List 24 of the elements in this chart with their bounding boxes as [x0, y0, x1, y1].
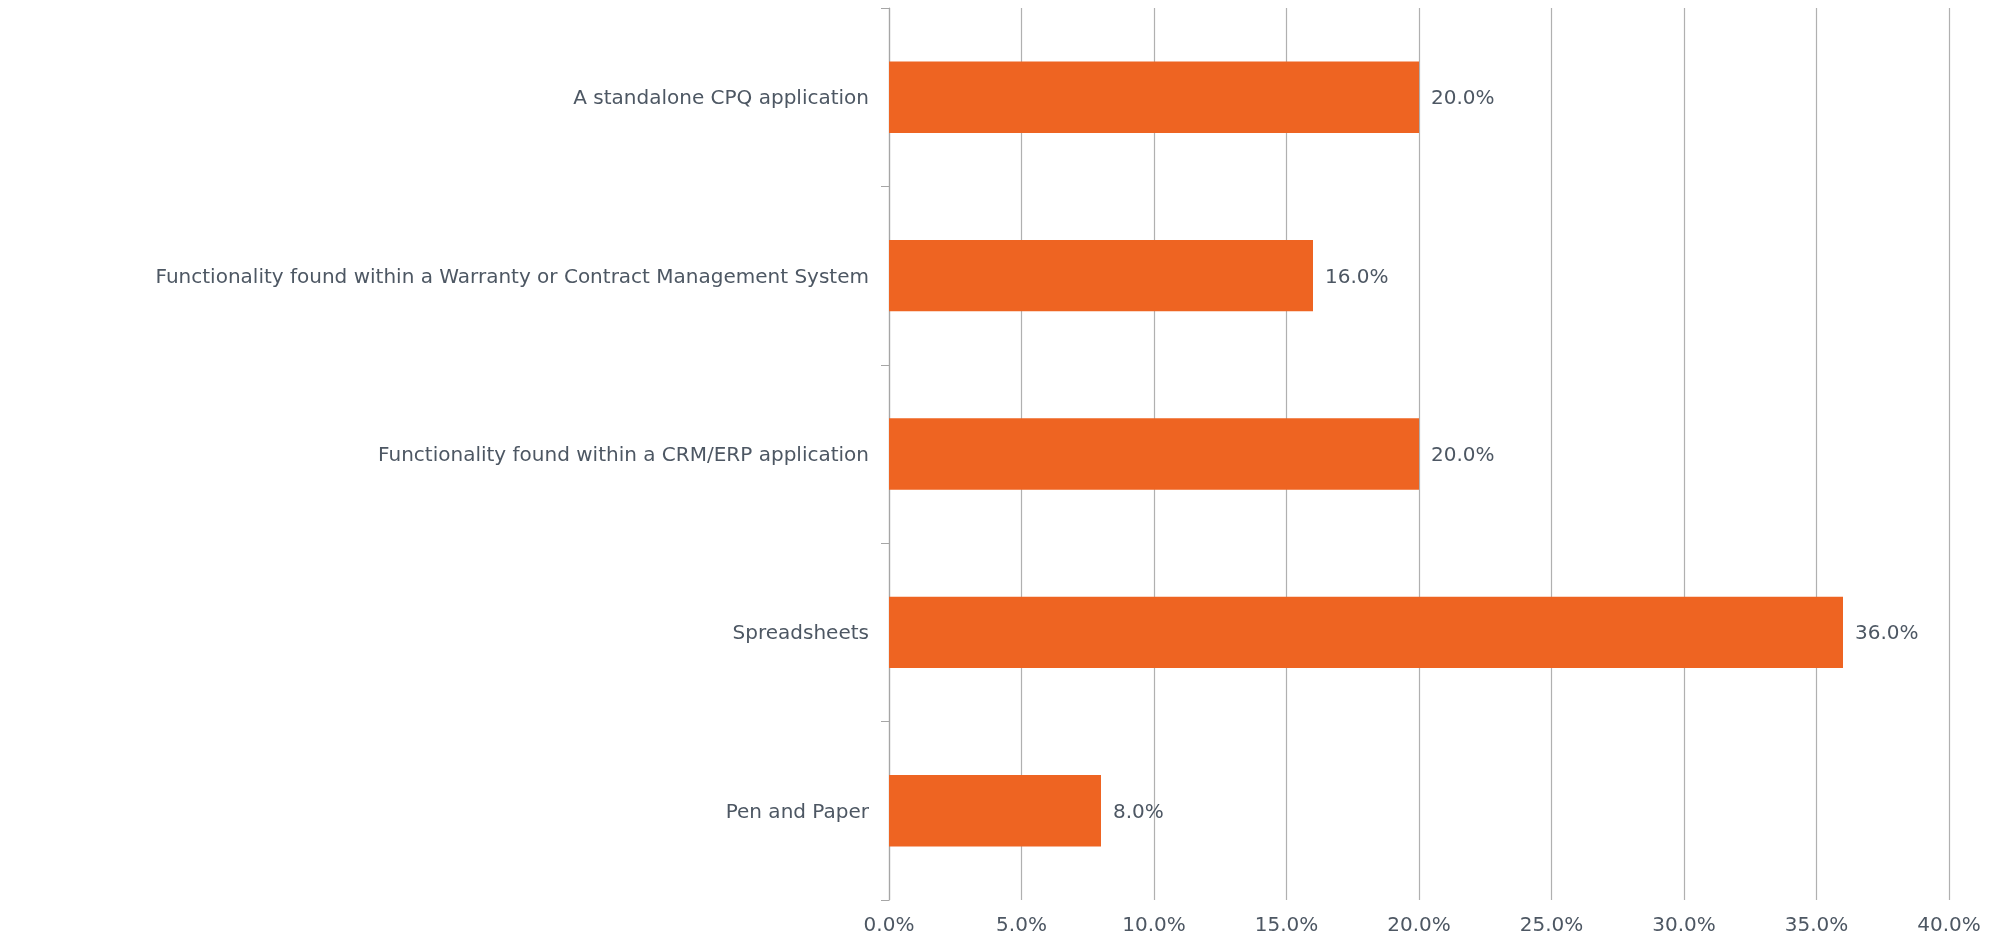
data-label: 16.0% [1325, 263, 1389, 288]
x-tick-label: 30.0% [1652, 912, 1716, 936]
data-label: 20.0% [1431, 442, 1495, 466]
x-tick-label: 25.0% [1519, 912, 1584, 936]
x-tick-label: 20.0% [1387, 912, 1451, 936]
y-tick-label: Functionality found within a CRM/ERP application [378, 442, 869, 466]
bar [889, 61, 1419, 133]
bar [889, 418, 1419, 490]
x-tick-label: 5.0% [996, 912, 1047, 936]
x-tick-label: 0.0% [863, 912, 915, 936]
y-tick-label: Functionality found within a Warranty or Contract Management System [155, 263, 869, 288]
x-tick-label: 35.0% [1784, 912, 1849, 936]
y-tick-label: Pen and Paper [725, 798, 870, 823]
bar [889, 775, 1101, 847]
data-label: 36.0% [1855, 620, 1919, 645]
data-label: 8.0% [1113, 798, 1164, 823]
y-tick-label: A standalone CPQ application [573, 85, 869, 110]
x-tick-label: 15.0% [1254, 912, 1319, 936]
data-label: 20.0% [1431, 85, 1495, 110]
bar [889, 239, 1313, 312]
bar [889, 596, 1843, 669]
x-tick-label: 10.0% [1122, 912, 1186, 936]
x-tick-label: 40.0% [1917, 912, 1981, 936]
y-tick-label: Spreadsheets [732, 620, 869, 645]
